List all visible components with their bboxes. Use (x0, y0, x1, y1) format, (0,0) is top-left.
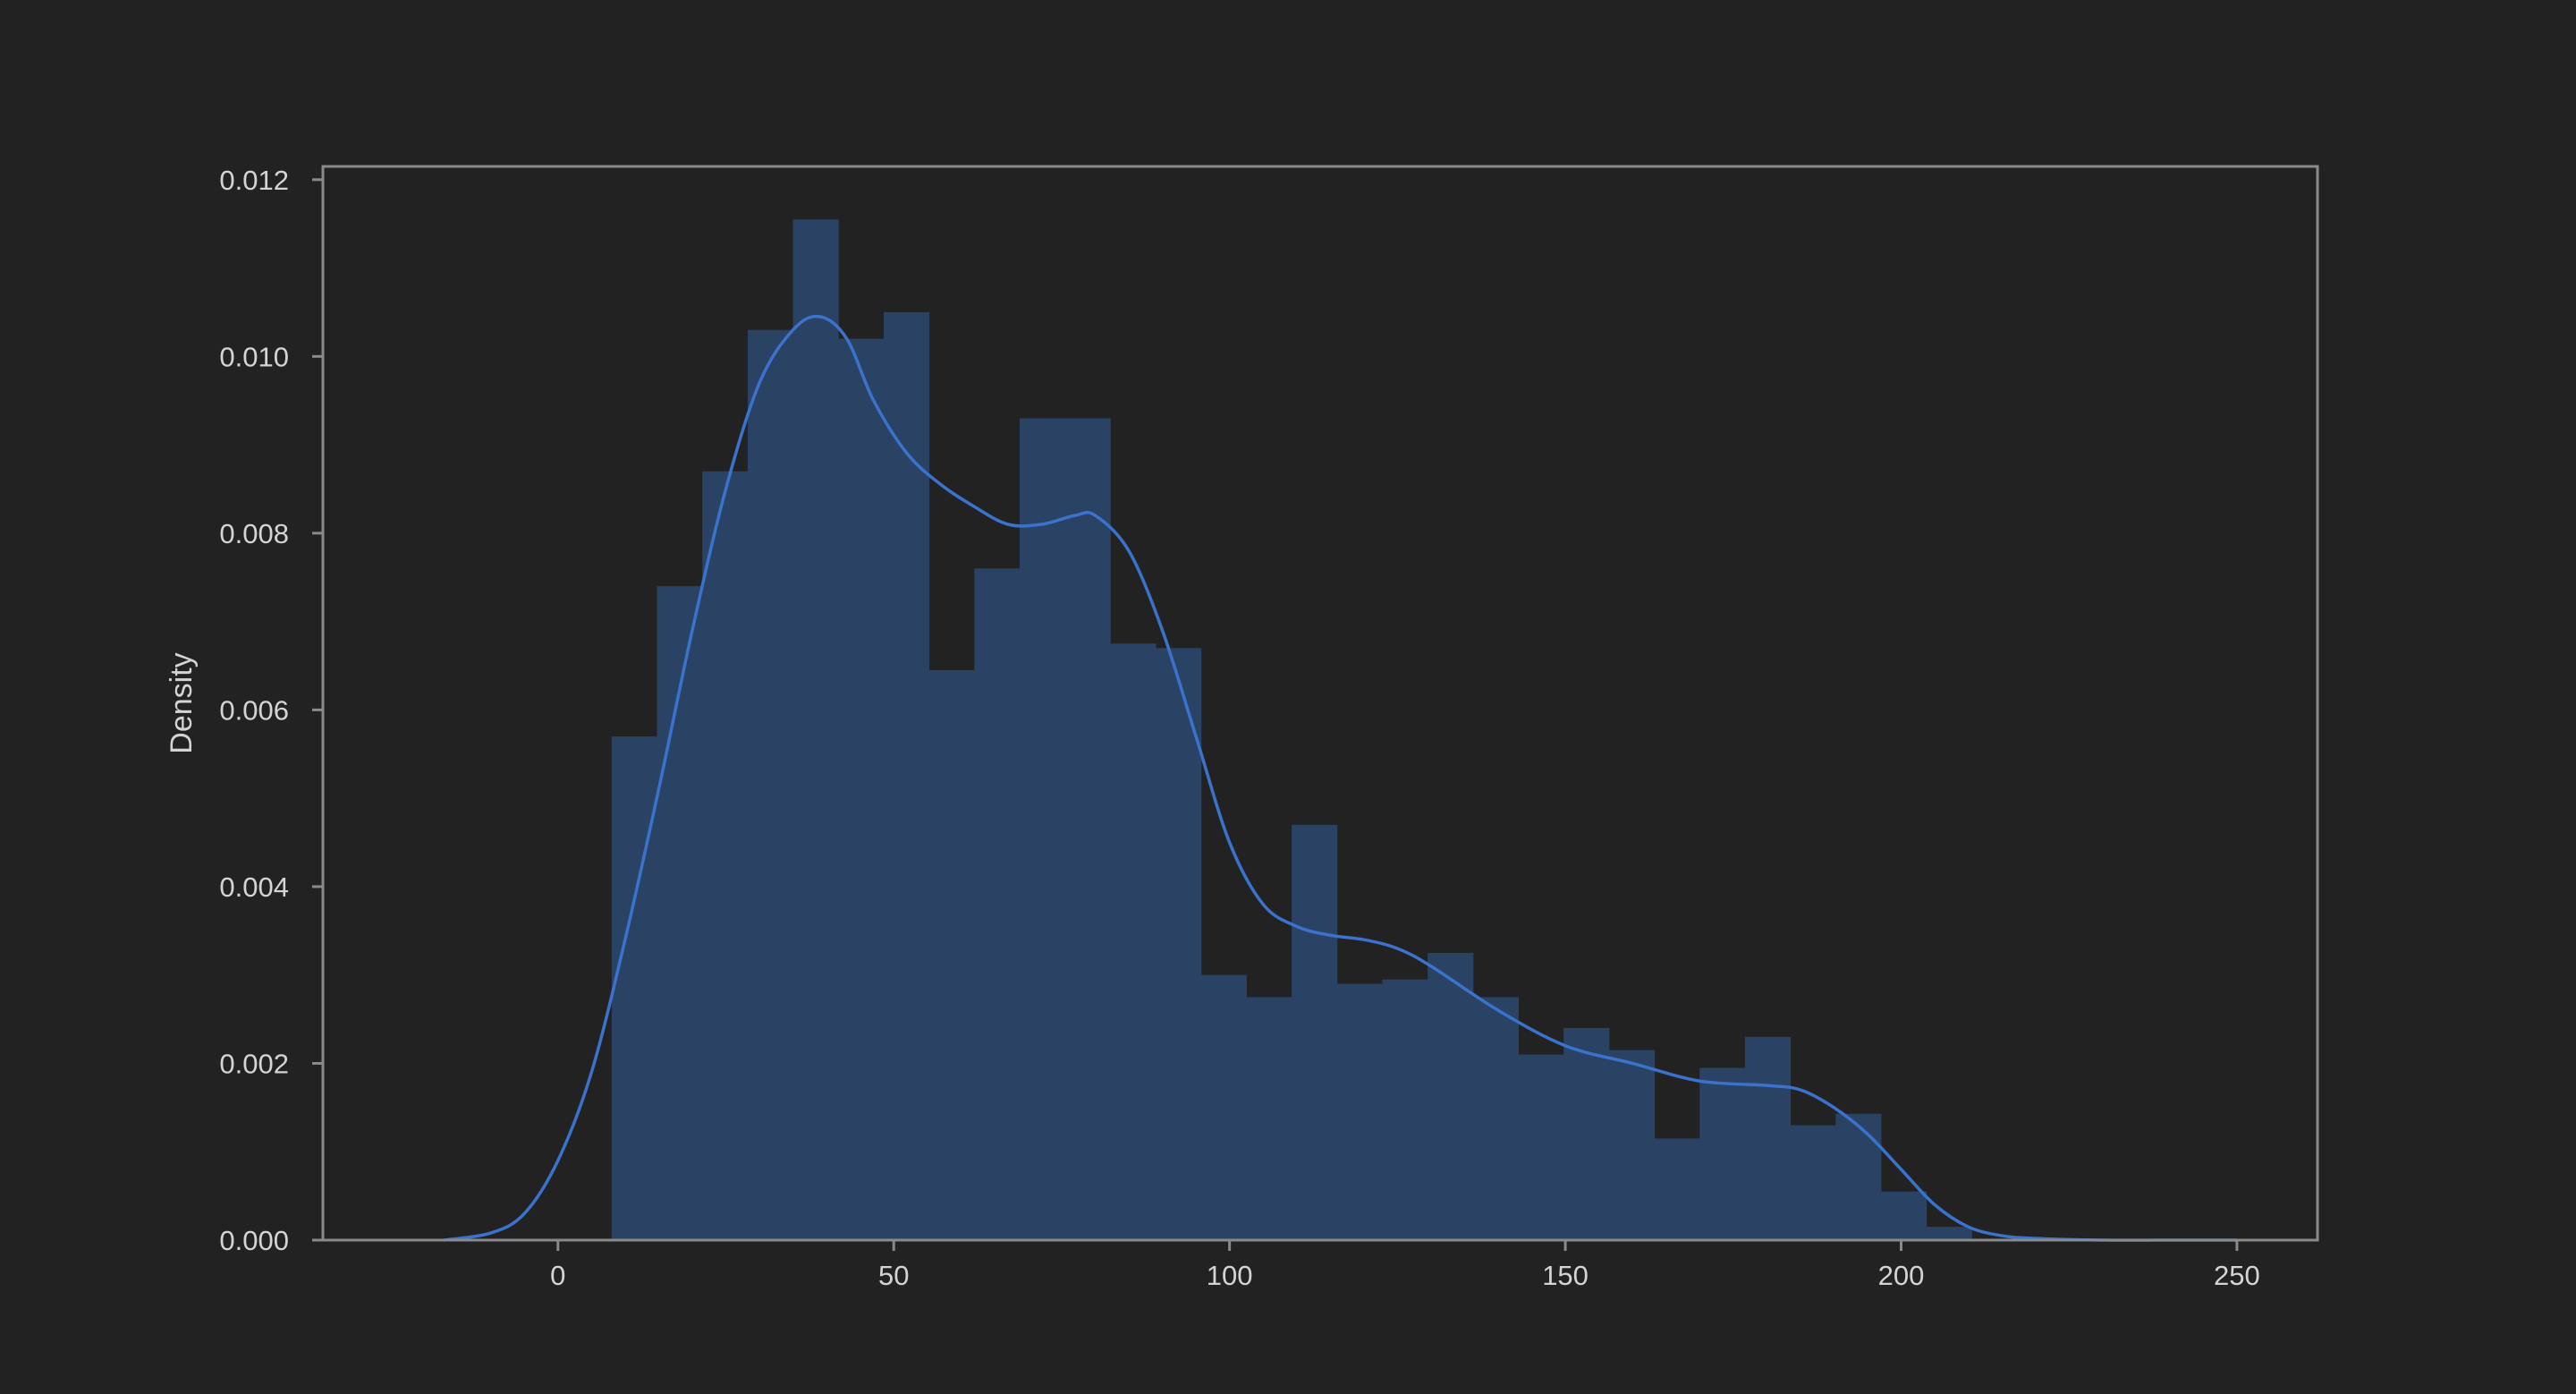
histogram-bar (1744, 1036, 1792, 1240)
histogram-bar (1336, 983, 1383, 1240)
y-tick-label: 0.010 (219, 341, 289, 372)
histogram-bar (1472, 997, 1519, 1240)
x-tick-label: 100 (1207, 1260, 1253, 1291)
y-tick-label: 0.002 (219, 1048, 289, 1079)
histogram-bar (1246, 997, 1292, 1240)
histogram-bar (1926, 1227, 1972, 1240)
histogram-bar (838, 338, 885, 1240)
x-axis: 0 50 100 150 200 250 (550, 1240, 2260, 1291)
histogram-bar (1699, 1067, 1746, 1240)
y-tick-label: 0.012 (219, 165, 289, 196)
histogram-bar (1292, 824, 1338, 1240)
histogram-bar (1019, 418, 1066, 1241)
histogram-bar (1156, 648, 1202, 1240)
histogram-bar (1110, 643, 1157, 1240)
y-tick-label: 0.004 (219, 871, 289, 903)
histogram-bar (1880, 1191, 1928, 1240)
x-tick-label: 200 (1878, 1260, 1925, 1291)
histogram-bar (1835, 1113, 1882, 1240)
histogram-bar (1382, 979, 1428, 1240)
x-tick-label: 250 (2214, 1260, 2260, 1291)
y-tick-label: 0.008 (219, 518, 289, 549)
histogram-bar (792, 219, 839, 1240)
histogram-bar (611, 736, 658, 1240)
histogram-bar (747, 329, 794, 1240)
histogram-bar (1790, 1125, 1836, 1240)
histogram-bar (1064, 418, 1111, 1241)
plot-frame (321, 165, 2319, 1242)
histogram-bar (1654, 1138, 1700, 1240)
x-tick-label: 150 (1542, 1260, 1589, 1291)
histogram-bar (1608, 1050, 1656, 1240)
histogram-bar (1563, 1027, 1610, 1240)
histogram-bar (928, 669, 975, 1240)
histogram-bar (1518, 1054, 1564, 1240)
x-tick-label: 50 (878, 1260, 909, 1291)
histogram-bar (702, 471, 749, 1240)
histogram-bars (611, 219, 1972, 1241)
kde-line (443, 314, 2237, 1242)
y-axis: 0.000 0.002 0.004 0.006 0.008 0.010 0.012 (219, 165, 323, 1256)
y-axis-label: Density (165, 652, 199, 753)
y-tick-label: 0.006 (219, 694, 289, 726)
histogram-bar (1428, 953, 1474, 1240)
y-tick-label: 0.000 (219, 1225, 289, 1256)
histogram-bar (1200, 974, 1247, 1240)
x-tick-label: 0 (550, 1260, 565, 1291)
histogram-bar (974, 568, 1021, 1240)
